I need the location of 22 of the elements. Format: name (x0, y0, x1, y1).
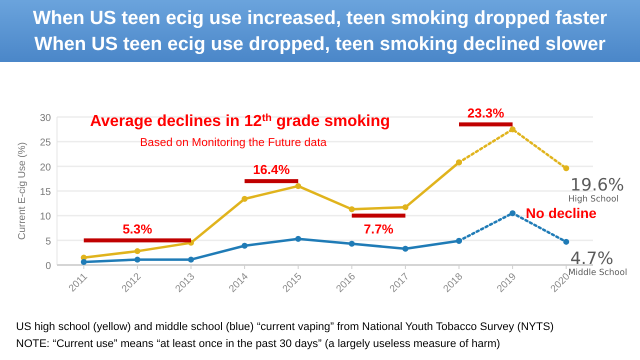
y-tick-label: 25 (40, 138, 52, 149)
annotation: Average declines in 12$^{th}$ grade smoking (90, 112, 390, 130)
y-tick-label: 30 (40, 113, 52, 124)
y-tick-label: 15 (40, 187, 52, 198)
y-tick-label: 20 (40, 162, 52, 174)
y-tick-label: 0 (45, 261, 52, 272)
annotation: 23.3% (467, 105, 505, 120)
data-label: 4.7% (570, 248, 614, 269)
annotation: No decline (526, 204, 597, 221)
text: Middle School (568, 268, 628, 278)
text: NOTE: “Current use” means “at least once in the past 30 days” (a largely useless measure of harm) (16, 338, 500, 350)
annotation: 7.7% (364, 222, 394, 237)
data-label: 19.6% (570, 175, 624, 196)
annotation: 16.4% (252, 162, 290, 178)
text: US high school (yellow) and middle school (blue) “current vaping” from National Youth Tobacco Survey (NYTS) (16, 321, 554, 333)
text: High School (568, 194, 619, 204)
y-axis-title: Current E-cig Use (%) (17, 142, 28, 240)
annotation: 5.3% (122, 221, 153, 236)
y-tick-label: 5 (45, 236, 52, 248)
annotation: Based on Monitoring the Future data (140, 137, 328, 149)
y-tick-label: 10 (40, 212, 52, 223)
chart-title: When US teen ecig use increased, teen smoking dropped faster When US teen ecig use dropped, teen smoking declined slower (32, 8, 608, 55)
